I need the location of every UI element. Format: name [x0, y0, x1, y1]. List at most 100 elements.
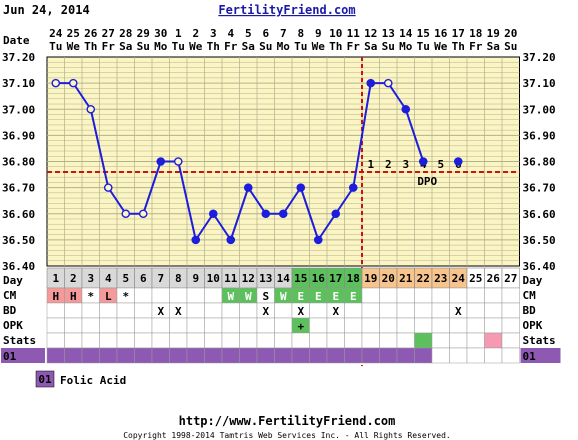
opk-cell [116, 317, 135, 334]
temperature-point [418, 157, 428, 166]
weekday-label: We [312, 40, 326, 53]
cm-value: L [105, 290, 112, 303]
legend-badge: 01 [38, 373, 52, 386]
date-label: 3 [210, 27, 217, 40]
temperature-point [226, 235, 236, 245]
stats-cell [414, 332, 433, 349]
date-label: 6 [262, 27, 269, 40]
med-cell [361, 347, 380, 364]
temperature-line-segment [89, 109, 110, 188]
row-label-cm-right: CM [523, 289, 537, 302]
opk-cell [169, 317, 188, 334]
date-label: 7 [280, 27, 287, 40]
weekday-label: Sa [487, 40, 500, 53]
cm-value: W [245, 290, 252, 303]
cycle-day-label: 27 [504, 272, 517, 285]
med-cell [151, 347, 170, 364]
stats-cell [379, 332, 398, 349]
temperature-line-segment [229, 187, 250, 241]
weekday-label: Sa [364, 40, 377, 53]
med-cell [379, 347, 398, 364]
stats-cell [361, 332, 380, 349]
medication-badge-right [520, 348, 561, 363]
date-label: 4 [227, 27, 234, 40]
opk-cell [414, 317, 433, 334]
temperature-point [261, 209, 271, 219]
med-cell [291, 347, 310, 364]
cm-value: * [87, 290, 94, 303]
cycle-day-label: 19 [364, 272, 377, 285]
weekday-label: Su [137, 40, 150, 53]
row-label-day-right: Day [523, 274, 543, 287]
stats-cell [344, 332, 363, 349]
cm-value: H [52, 290, 59, 303]
stats-cell [116, 332, 135, 349]
bd-cell [466, 302, 485, 319]
dpo-number: 5 [437, 158, 444, 171]
cycle-day-label: 9 [192, 272, 199, 285]
weekday-label: Su [504, 40, 517, 53]
cycle-day-label: 6 [140, 272, 147, 285]
legend-label: Folic Acid [60, 374, 126, 387]
bd-value: X [297, 305, 304, 318]
y-tick-label-right: 37.10 [523, 77, 556, 90]
cm-cell [361, 287, 380, 304]
stats-cell [291, 332, 310, 349]
med-cell [396, 347, 415, 364]
med-cell [64, 347, 83, 364]
y-tick-label-left: 36.80 [2, 156, 35, 169]
bd-cell [274, 302, 293, 319]
cycle-day-label: 2 [70, 272, 77, 285]
dpo-number: 2 [385, 158, 392, 171]
date-label: 20 [504, 27, 517, 40]
stats-cell [186, 332, 205, 349]
bd-value: X [262, 305, 269, 318]
cycle-day-label: 23 [434, 272, 447, 285]
stats-cell [449, 332, 468, 349]
cycle-day-label: 26 [487, 272, 501, 285]
cm-value: E [350, 290, 357, 303]
bd-cell [396, 302, 415, 319]
cycle-day-label: 3 [87, 272, 94, 285]
opk-cell [501, 317, 520, 334]
opk-cell [361, 317, 380, 334]
header-site-link[interactable]: FertilityFriend.com [218, 3, 355, 17]
cm-cell [186, 287, 205, 304]
weekday-label: Th [329, 40, 342, 53]
bd-value: X [332, 305, 339, 318]
legend: 01 Folic Acid [35, 370, 126, 388]
bd-cell [309, 302, 328, 319]
weekday-label: Th [84, 40, 97, 53]
cycle-day-label: 12 [242, 272, 255, 285]
row-label-bd-left: BD [3, 304, 17, 317]
cycle-day-label: 13 [259, 272, 272, 285]
footer-url[interactable]: http://www.FertilityFriend.com [179, 414, 396, 428]
stats-cell [309, 332, 328, 349]
med-cell [116, 347, 135, 364]
bd-cell [501, 302, 520, 319]
opk-cell [431, 317, 450, 334]
opk-cell [449, 317, 468, 334]
bd-cell [344, 302, 363, 319]
date-label: 28 [119, 27, 132, 40]
cycle-day-label: 20 [382, 272, 395, 285]
bd-cell [221, 302, 240, 319]
temperature-line-segment [142, 161, 162, 215]
y-tick-label-left: 37.20 [2, 51, 35, 64]
date-label: 24 [49, 27, 63, 40]
cm-cell [449, 287, 468, 304]
med-cell [326, 347, 345, 364]
weekday-label: Fr [347, 40, 361, 53]
cm-value: H [70, 290, 77, 303]
row-label-stats-left: Stats [3, 334, 36, 347]
temperature-point [208, 209, 218, 219]
temperature-point [173, 157, 183, 166]
cm-cell [484, 287, 503, 304]
temperature-point [401, 104, 411, 114]
med-cell [204, 347, 223, 364]
med-cell [466, 347, 485, 364]
opk-cell [221, 317, 240, 334]
temperature-point [348, 183, 358, 192]
cm-cell [501, 287, 520, 304]
cm-cell [204, 287, 223, 304]
